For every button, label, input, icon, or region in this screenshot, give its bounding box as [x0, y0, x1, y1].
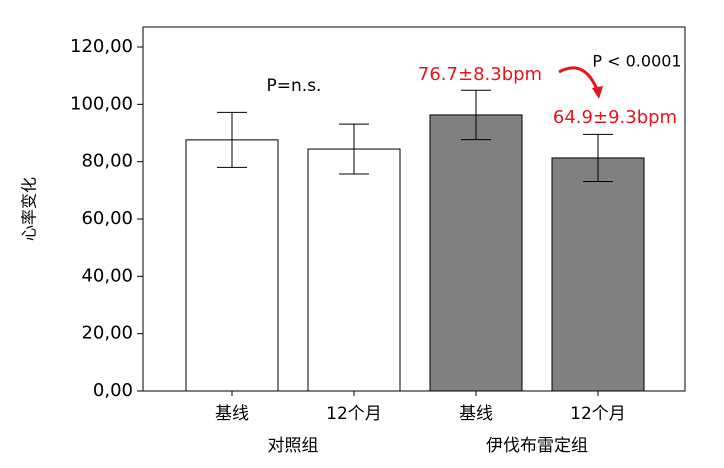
arrow: [558, 66, 600, 93]
y-axis-label: 心率变化: [20, 177, 39, 241]
annotation: 76.7±8.3bpm: [418, 64, 542, 85]
y-tick-label: 80,00: [81, 151, 133, 172]
bar: [185, 139, 279, 392]
x-tick-label: 基线: [215, 404, 249, 424]
bar: [551, 157, 645, 392]
y-tick-label: 0,00: [93, 380, 133, 401]
group-label: 对照组: [268, 436, 319, 456]
x-tick-label: 12个月: [570, 404, 626, 424]
annotation: P=n.s.: [267, 76, 322, 96]
bar: [307, 148, 401, 392]
plot-frame: [142, 26, 686, 392]
annotation: P < 0.0001: [592, 52, 681, 71]
x-tick-label: 12个月: [326, 404, 382, 424]
y-tick-label: 120,00: [70, 36, 133, 57]
arrow-head: [592, 86, 603, 99]
y-tick-label: 60,00: [81, 208, 133, 229]
x-tick-label: 基线: [459, 404, 493, 424]
y-tick-label: 40,00: [81, 265, 133, 286]
y-tick-label: 20,00: [81, 323, 133, 344]
annotation: 64.9±9.3bpm: [553, 107, 677, 128]
y-tick-label: 100,00: [70, 93, 133, 114]
bar: [429, 114, 523, 392]
group-label: 伊伐布雷定组: [486, 436, 588, 456]
